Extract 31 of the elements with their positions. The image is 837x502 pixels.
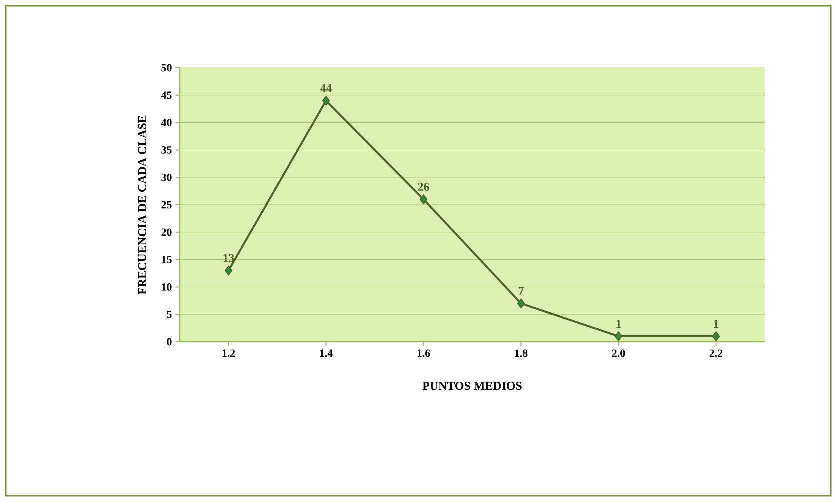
point bbox=[224, 266, 233, 276]
point bbox=[614, 332, 623, 342]
point bbox=[420, 194, 428, 205]
x-tick-label: 1.4 bbox=[320, 350, 333, 358]
data-label: 26 bbox=[418, 182, 430, 191]
data-label: 1 bbox=[714, 320, 719, 328]
x-tick-label: 2.0 bbox=[612, 350, 626, 358]
y-tick-label: 5 bbox=[167, 310, 172, 318]
y-tick-label: 15 bbox=[162, 256, 172, 264]
y-tick-label: 35 bbox=[162, 146, 172, 154]
data-label: 7 bbox=[518, 287, 524, 296]
x-tick-label: 1.8 bbox=[515, 350, 528, 358]
y-tick-label: 20 bbox=[162, 228, 172, 236]
data-label: 1 bbox=[616, 320, 622, 328]
data-label: 13 bbox=[224, 254, 234, 262]
y-axis-title: FRECUENCIA DE CADA CLASE bbox=[138, 116, 146, 295]
x-tick-label: 2.2 bbox=[710, 350, 723, 358]
x-axis-title: PUNTOS MEDIOS bbox=[422, 382, 522, 390]
y-tick-label: 0 bbox=[167, 338, 172, 346]
point bbox=[517, 298, 526, 309]
y-tick-label: 30 bbox=[162, 174, 172, 182]
x-tick-label: 1.6 bbox=[418, 350, 430, 358]
x-tick-label: 1.2 bbox=[222, 350, 236, 358]
y-tick-label: 50 bbox=[162, 64, 172, 72]
y-tick-label: 45 bbox=[161, 92, 172, 100]
point bbox=[322, 96, 330, 106]
point bbox=[712, 332, 720, 342]
y-tick-label: 10 bbox=[162, 284, 172, 291]
y-tick-label: 25 bbox=[162, 201, 172, 209]
y-tick-label: 40 bbox=[161, 119, 172, 126]
data-label: 44 bbox=[320, 84, 332, 92]
